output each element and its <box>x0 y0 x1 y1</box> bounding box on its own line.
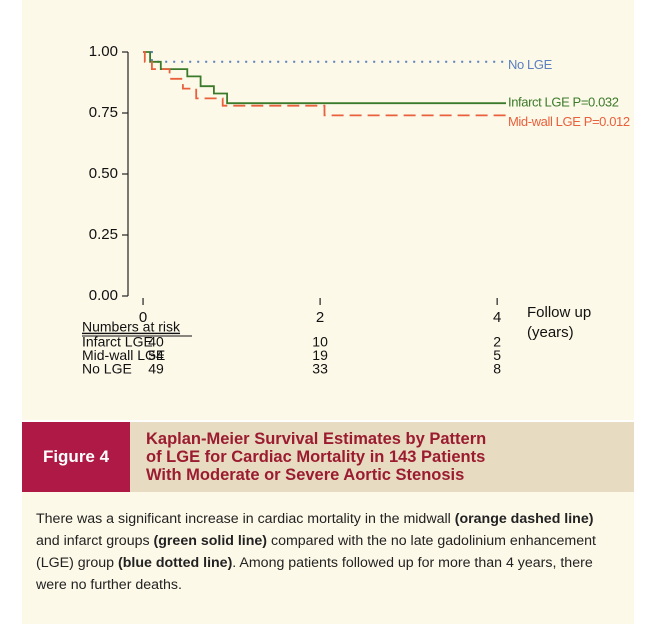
figure-title: Kaplan-Meier Survival Estimates by Patte… <box>146 430 486 484</box>
series-label: No LGE <box>508 57 553 72</box>
caption-text: (green solid line) <box>153 533 268 549</box>
survival-line <box>143 51 506 117</box>
series-label: Mid-wall LGE P=0.012 <box>508 114 630 129</box>
y-tick-label: 1.00 <box>89 43 118 60</box>
chart: 0.00 0.25 0.50 0.75 1.00 0 2 4 Follow up (years) N… <box>82 43 630 377</box>
risk-value: 19 <box>312 347 328 363</box>
figure-label: Figure 4 <box>22 422 130 492</box>
caption-text: (orange dashed line) <box>454 511 594 527</box>
risk-value: 49 <box>148 361 164 377</box>
y-tick-label: 0.00 <box>89 287 118 304</box>
chart-panel <box>22 0 634 420</box>
caption-text: compared with the no late gadolinium enh… <box>36 533 596 571</box>
risk-value: 8 <box>493 361 501 377</box>
x-tick-label: 2 <box>316 309 324 326</box>
survival-line <box>143 51 506 63</box>
y-tick-label: 0.50 <box>89 165 118 182</box>
x-tick-label: 4 <box>493 309 501 326</box>
y-tick-label: 0.75 <box>89 104 118 121</box>
y-tick-label: 0.25 <box>89 226 118 243</box>
title-line: Kaplan-Meier Survival Estimates by Patte… <box>146 430 487 448</box>
title-line: With Moderate or Severe Aortic Stenosis <box>146 466 465 484</box>
x-axis-label: Follow up <box>527 304 591 321</box>
x-axis-label: (years) <box>527 324 574 341</box>
series-label: Infarct LGE P=0.032 <box>508 95 619 110</box>
risk-value: 33 <box>312 361 328 377</box>
risk-row-label: Infarct LGE <box>82 334 153 350</box>
caption: There was a significant increase in card… <box>22 492 634 624</box>
risk-value: 54 <box>148 347 164 363</box>
risk-table-title: Numbers at risk <box>82 319 181 335</box>
caption-text: and infarct groups <box>36 533 154 549</box>
risk-value: 40 <box>148 334 164 350</box>
risk-value: 10 <box>312 334 328 350</box>
risk-value: 2 <box>493 334 501 350</box>
x-tick-label: 0 <box>139 309 147 326</box>
title-band: Figure 4 Kaplan-Meier Survival Estimates… <box>22 422 634 492</box>
caption-text: . Among patients followed up for more th… <box>36 555 593 593</box>
risk-row-label: No LGE <box>82 361 132 377</box>
caption-text: (blue dotted line) <box>118 555 233 571</box>
risk-value: 5 <box>493 347 501 363</box>
title-line: of LGE for Cardiac Mortality in 143 Pati… <box>146 448 486 466</box>
risk-row-label: Mid-wall LGE <box>82 347 165 363</box>
caption-text: There was a significant increase in card… <box>36 511 455 527</box>
survival-line <box>143 51 506 105</box>
